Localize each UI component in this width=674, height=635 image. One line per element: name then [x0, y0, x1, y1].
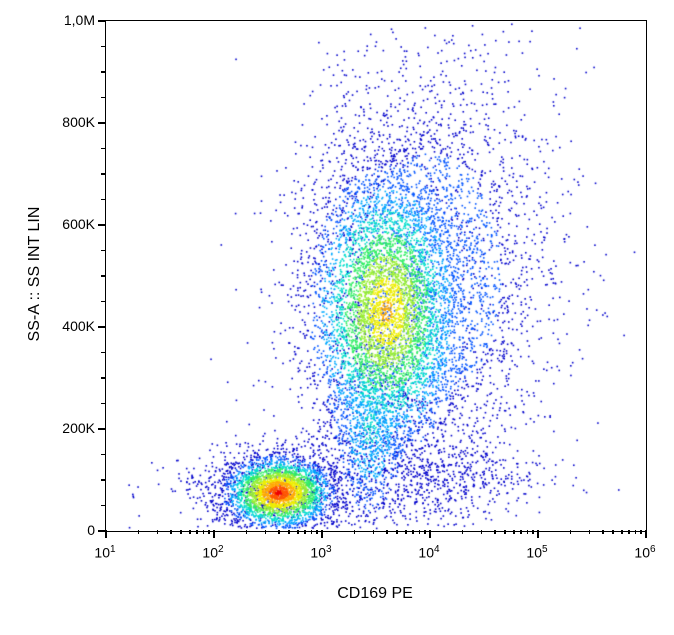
plot-area — [105, 20, 647, 532]
x-minor-tick — [265, 530, 267, 534]
x-tick-mark — [429, 530, 431, 538]
x-minor-tick — [354, 530, 356, 534]
y-minor-tick — [101, 377, 105, 379]
x-minor-tick — [288, 530, 290, 534]
y-tick-label: 600K — [62, 216, 95, 232]
x-minor-tick — [189, 530, 191, 534]
x-axis-label: CD169 PE — [315, 585, 435, 603]
x-minor-tick — [396, 530, 398, 534]
x-tick-mark — [213, 530, 215, 538]
x-tick-mark — [105, 530, 107, 538]
x-minor-tick — [405, 530, 407, 534]
x-minor-tick — [297, 530, 299, 534]
y-axis-label: SS-A :: SS INT LIN — [26, 194, 44, 354]
x-minor-tick — [494, 530, 496, 534]
x-minor-tick — [208, 530, 210, 534]
y-tick-mark — [98, 224, 105, 226]
y-minor-tick — [101, 97, 105, 99]
x-minor-tick — [602, 530, 604, 534]
y-minor-tick — [101, 250, 105, 252]
x-tick-mark — [645, 530, 647, 538]
y-tick-label: 400K — [62, 318, 95, 334]
x-tick-label: 106 — [630, 544, 660, 561]
x-minor-tick — [138, 530, 140, 534]
y-minor-tick — [101, 454, 105, 456]
x-minor-tick — [621, 530, 623, 534]
y-tick-label: 0 — [87, 522, 95, 538]
y-minor-tick — [101, 352, 105, 354]
x-minor-tick — [386, 530, 388, 534]
y-tick-mark — [98, 326, 105, 328]
y-minor-tick — [101, 173, 105, 175]
x-tick-mark — [321, 530, 323, 538]
x-minor-tick — [462, 530, 464, 534]
x-minor-tick — [640, 530, 642, 534]
x-minor-tick — [419, 530, 421, 534]
x-minor-tick — [180, 530, 182, 534]
x-tick-mark — [537, 530, 539, 538]
x-minor-tick — [504, 530, 506, 534]
y-tick-label: 200K — [62, 420, 95, 436]
scatter-canvas — [106, 21, 646, 531]
x-minor-tick — [513, 530, 515, 534]
x-minor-tick — [278, 530, 280, 534]
x-minor-tick — [532, 530, 534, 534]
y-minor-tick — [101, 148, 105, 150]
y-tick-label: 800K — [62, 114, 95, 130]
x-tick-label: 105 — [522, 544, 552, 561]
y-minor-tick — [101, 199, 105, 201]
x-minor-tick — [527, 530, 529, 534]
x-minor-tick — [635, 530, 637, 534]
x-tick-label: 102 — [198, 544, 228, 561]
x-minor-tick — [612, 530, 614, 534]
x-minor-tick — [520, 530, 522, 534]
scatter-chart: SS-A :: SS INT LIN CD169 PE 0 200K 400K 600… — [0, 0, 674, 635]
x-minor-tick — [373, 530, 375, 534]
x-minor-tick — [424, 530, 426, 534]
y-minor-tick — [101, 479, 105, 481]
y-minor-tick — [101, 403, 105, 405]
x-minor-tick — [196, 530, 198, 534]
y-minor-tick — [101, 505, 105, 507]
x-minor-tick — [246, 530, 248, 534]
y-minor-tick — [101, 275, 105, 277]
x-minor-tick — [311, 530, 313, 534]
y-tick-mark — [98, 20, 105, 22]
x-minor-tick — [589, 530, 591, 534]
x-minor-tick — [628, 530, 630, 534]
x-minor-tick — [316, 530, 318, 534]
y-tick-mark — [98, 428, 105, 430]
x-minor-tick — [157, 530, 159, 534]
x-tick-label: 101 — [90, 544, 120, 561]
x-minor-tick — [570, 530, 572, 534]
x-minor-tick — [412, 530, 414, 534]
y-tick-mark — [98, 122, 105, 124]
y-tick-mark — [98, 530, 105, 532]
x-minor-tick — [170, 530, 172, 534]
x-tick-label: 104 — [414, 544, 444, 561]
x-minor-tick — [304, 530, 306, 534]
y-minor-tick — [101, 71, 105, 73]
y-minor-tick — [101, 301, 105, 303]
x-minor-tick — [203, 530, 205, 534]
x-tick-label: 103 — [306, 544, 336, 561]
x-minor-tick — [481, 530, 483, 534]
y-tick-label: 1,0M — [64, 12, 95, 28]
y-minor-tick — [101, 46, 105, 48]
